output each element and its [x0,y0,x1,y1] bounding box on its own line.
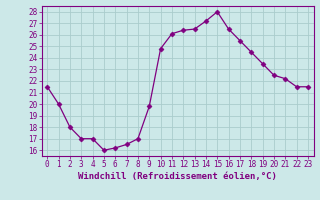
X-axis label: Windchill (Refroidissement éolien,°C): Windchill (Refroidissement éolien,°C) [78,172,277,181]
